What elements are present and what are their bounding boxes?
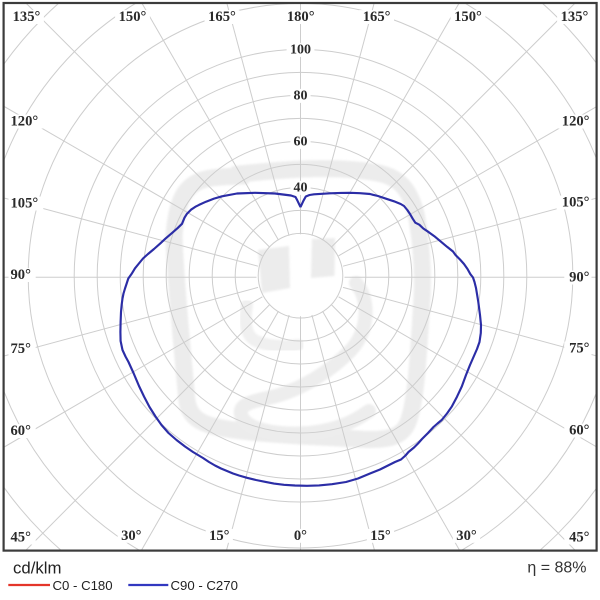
svg-text:60: 60 xyxy=(294,134,308,149)
svg-text:45°: 45° xyxy=(11,530,32,546)
svg-text:80: 80 xyxy=(294,88,308,103)
svg-text:C0 - C180: C0 - C180 xyxy=(53,578,113,593)
svg-text:165°: 165° xyxy=(363,9,391,25)
svg-text:75°: 75° xyxy=(569,341,590,357)
svg-text:0°: 0° xyxy=(294,528,307,544)
svg-text:75°: 75° xyxy=(11,341,32,357)
svg-text:100: 100 xyxy=(290,42,311,57)
svg-text:135°: 135° xyxy=(561,9,589,25)
svg-text:30°: 30° xyxy=(121,528,142,544)
svg-text:C90 - C270: C90 - C270 xyxy=(171,578,238,593)
svg-text:45°: 45° xyxy=(569,530,590,546)
svg-text:60°: 60° xyxy=(569,423,590,439)
svg-text:90°: 90° xyxy=(11,267,32,283)
svg-text:15°: 15° xyxy=(209,528,230,544)
svg-text:180°: 180° xyxy=(287,9,315,25)
svg-text:60°: 60° xyxy=(11,423,32,439)
svg-text:165°: 165° xyxy=(208,9,236,25)
svg-text:150°: 150° xyxy=(454,9,482,25)
svg-text:105°: 105° xyxy=(11,196,39,212)
svg-text:η = 88%: η = 88% xyxy=(527,560,586,577)
svg-text:cd/klm: cd/klm xyxy=(13,559,61,578)
svg-text:120°: 120° xyxy=(11,114,39,130)
svg-text:120°: 120° xyxy=(562,114,590,130)
svg-text:135°: 135° xyxy=(13,9,41,25)
svg-text:105°: 105° xyxy=(562,195,590,211)
svg-text:150°: 150° xyxy=(119,9,147,25)
svg-text:40: 40 xyxy=(294,180,308,195)
svg-text:90°: 90° xyxy=(569,270,590,286)
svg-text:15°: 15° xyxy=(370,528,391,544)
svg-text:30°: 30° xyxy=(456,528,477,544)
